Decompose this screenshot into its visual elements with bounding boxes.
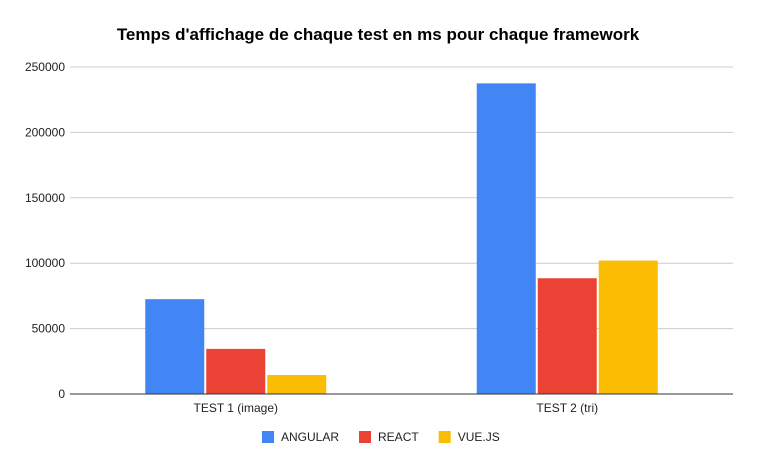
y-tick-label: 0 xyxy=(58,387,65,401)
y-tick-label: 100000 xyxy=(25,256,65,270)
y-tick-label: 150000 xyxy=(25,191,65,205)
chart-title: Temps d'affichage de chaque test en ms p… xyxy=(117,25,640,44)
bar-angular-2 xyxy=(476,83,536,394)
y-axis-ticks: 0 50000 100000 150000 200000 250000 xyxy=(25,60,65,401)
legend-swatch xyxy=(438,431,451,443)
legend-label: VUE.JS xyxy=(458,430,500,444)
y-tick-label: 50000 xyxy=(32,322,66,336)
legend: ANGULAR REACT VUE.JS xyxy=(262,430,500,444)
bar-vue-js-2 xyxy=(598,260,658,394)
x-category-label: TEST 2 (tri) xyxy=(536,401,598,415)
bars xyxy=(145,83,658,394)
bar-angular-1 xyxy=(145,299,205,394)
legend-swatch xyxy=(262,431,274,443)
y-tick-label: 250000 xyxy=(25,60,65,74)
bar-react-2 xyxy=(537,278,597,394)
y-tick-label: 200000 xyxy=(25,125,65,139)
bar-vue-js-1 xyxy=(267,375,327,394)
x-axis-labels: TEST 1 (image) TEST 2 (tri) xyxy=(194,401,599,415)
legend-swatch xyxy=(359,431,372,443)
legend-label: REACT xyxy=(378,430,419,444)
x-category-label: TEST 1 (image) xyxy=(194,401,278,415)
legend-label: ANGULAR xyxy=(281,430,339,444)
bar-react-1 xyxy=(206,348,266,394)
